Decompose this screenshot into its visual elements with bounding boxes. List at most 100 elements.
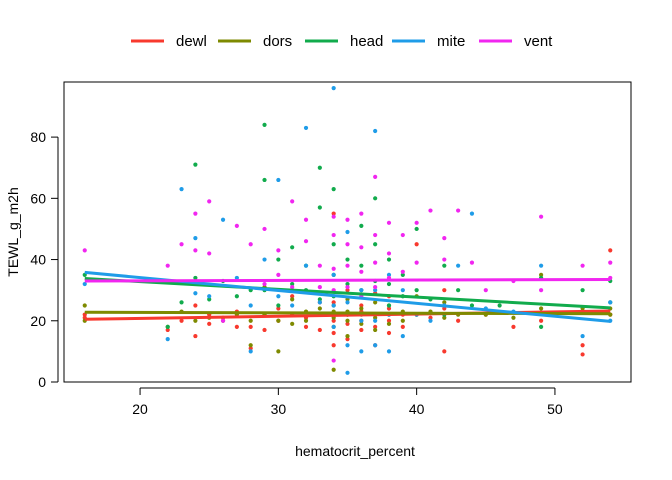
data-point-head [373, 196, 378, 201]
data-point-dors [511, 315, 516, 320]
data-point-head [262, 177, 267, 183]
data-point-dewl [580, 343, 585, 348]
data-point-mite [345, 343, 350, 348]
data-point-mite [400, 288, 405, 293]
data-point-dewl [456, 318, 461, 323]
data-point-vent [359, 211, 364, 216]
data-point-mite [317, 300, 322, 305]
y-axis: 0 20 40 60 80 [30, 129, 59, 390]
data-point-head [193, 275, 198, 281]
data-point-vent [442, 257, 447, 262]
data-point-dewl [428, 315, 433, 320]
y-tick-label: 20 [30, 313, 46, 329]
data-point-vent [207, 251, 212, 256]
data-point-dewl [539, 318, 544, 323]
data-point-head [414, 288, 419, 293]
data-point-mite [303, 125, 309, 131]
data-point-dewl [359, 327, 364, 333]
data-point-mite [428, 318, 433, 323]
data-point-vent [359, 245, 364, 250]
data-point-vent [179, 242, 184, 247]
data-point-dewl [234, 324, 239, 329]
data-point-vent [345, 217, 350, 222]
y-tick-label: 0 [38, 374, 46, 390]
x-tick-label: 50 [547, 401, 563, 417]
data-point-dewl [248, 346, 253, 351]
data-point-mite [207, 294, 212, 299]
x-tick-label: 30 [271, 401, 287, 417]
data-point-head [345, 257, 350, 262]
data-point-vent [373, 174, 378, 179]
legend-label-dewl: dewl [176, 33, 207, 50]
data-point-dors [539, 272, 544, 277]
data-point-vent [539, 288, 544, 293]
data-point-vent [386, 251, 392, 256]
data-point-mite [331, 324, 336, 329]
data-point-head [386, 303, 392, 308]
data-point-dors [82, 303, 87, 308]
data-point-mite [373, 288, 378, 293]
data-point-head [290, 245, 295, 250]
data-point-dewl [442, 349, 447, 354]
data-point-mite [82, 281, 87, 287]
data-point-vent [276, 248, 281, 253]
data-point-dewl [303, 324, 309, 329]
data-point-dors [442, 315, 447, 320]
data-point-vent [262, 281, 267, 287]
data-point-vent [193, 211, 198, 216]
data-point-vent [207, 199, 212, 204]
data-point-mite [456, 263, 461, 268]
y-tick-label: 40 [30, 252, 46, 268]
data-point-vent [442, 236, 447, 241]
data-point-head [207, 297, 212, 302]
data-point-vent [331, 266, 336, 271]
data-point-mite [179, 187, 184, 192]
data-point-vent [276, 272, 281, 277]
data-point-head [359, 263, 364, 268]
data-point-dewl [580, 352, 585, 357]
data-point-dewl [290, 294, 295, 299]
data-point-head [276, 303, 281, 308]
data-point-mite [220, 217, 226, 222]
data-point-dors [193, 318, 198, 323]
data-point-vent [331, 214, 336, 219]
data-point-head [456, 288, 461, 293]
data-point-vent [193, 248, 198, 253]
data-point-vent [234, 223, 239, 228]
data-point-head [497, 303, 502, 308]
data-point-head [179, 300, 184, 305]
data-point-vent [331, 358, 336, 363]
data-point-dors [359, 306, 364, 311]
data-point-head [469, 303, 475, 308]
data-point-head [386, 257, 392, 262]
data-point-vent [414, 220, 419, 225]
data-point-head [317, 297, 322, 302]
data-point-mite [345, 300, 350, 305]
data-point-mite [373, 343, 378, 348]
data-point-dors [276, 349, 281, 354]
data-point-dewl [359, 303, 364, 308]
data-point-dewl [207, 321, 212, 326]
data-point-mite [345, 370, 350, 375]
y-tick-label: 80 [30, 129, 46, 145]
data-point-head [193, 162, 198, 167]
data-point-vent [469, 260, 475, 265]
data-point-dors [400, 318, 405, 323]
data-point-head [580, 288, 585, 293]
data-point-vent [539, 214, 544, 219]
data-point-dewl [165, 327, 170, 333]
legend-label-head: head [350, 33, 383, 50]
data-point-mite [276, 177, 281, 183]
data-point-dewl [386, 318, 392, 323]
data-point-head [400, 272, 405, 277]
data-point-head [442, 263, 447, 268]
data-point-vent [428, 208, 433, 213]
data-point-head [290, 281, 295, 287]
data-point-dors [539, 306, 544, 311]
data-point-vent [359, 269, 364, 274]
data-point-vent [414, 260, 419, 265]
data-point-dors [248, 343, 253, 348]
data-point-vent [290, 199, 295, 204]
data-point-vent [303, 217, 309, 222]
